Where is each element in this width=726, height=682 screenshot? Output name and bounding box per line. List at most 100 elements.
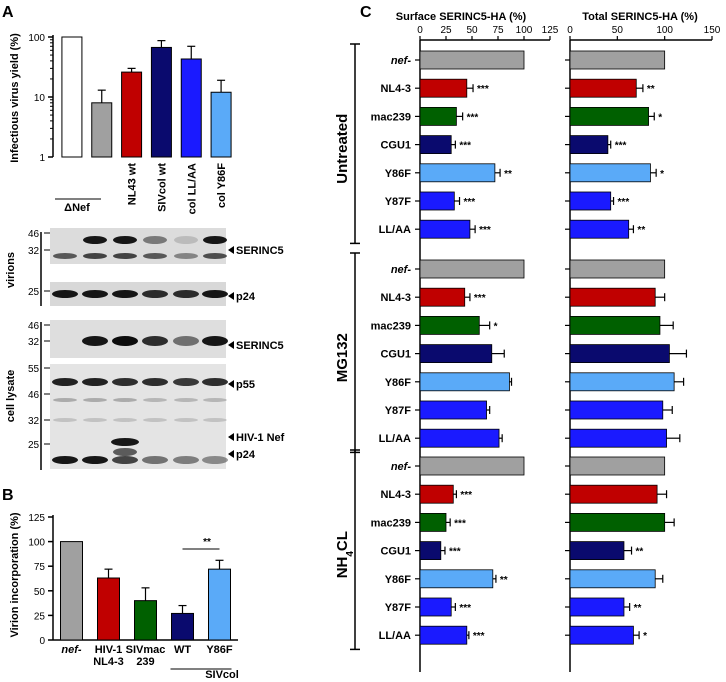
chart-c-surface-bar (419, 344, 493, 364)
lysate-label: cell lysate (5, 370, 17, 423)
chart-c-surface-bar (419, 541, 442, 560)
chart-c-surface-tick-label: 25 (440, 25, 452, 36)
chart-b-category-label: NL4-3 (93, 656, 124, 668)
chart-c-surface-bar (419, 191, 455, 211)
blot-marker-label: 25 (28, 287, 40, 298)
blot-band (53, 253, 77, 259)
blot-marker-label: 46 (28, 321, 40, 332)
chart-c-surface-bar (419, 78, 468, 98)
band-label-p24-virions: p24 (236, 291, 256, 303)
chart-c-surface-significance: *** (479, 225, 491, 236)
chart-c-surface-significance: *** (449, 547, 461, 558)
chart-c-surface-bar (419, 569, 494, 589)
chart-c-total-significance: ** (634, 603, 642, 614)
chart-b-y-tick-label: 75 (34, 562, 46, 573)
chart-c-row-label: NL4-3 (380, 292, 411, 304)
chart-c-surface-bar (419, 135, 452, 155)
blot-band (202, 336, 228, 346)
chart-c-surface-bar (419, 163, 496, 183)
blot-arrow-icon (228, 246, 234, 254)
chart-a-bar (210, 91, 232, 158)
chart-c-surface-tick-label: 0 (417, 25, 423, 36)
chart-b-y-tick-label: 25 (34, 611, 46, 622)
chart-c-surface-significance: *** (473, 631, 485, 642)
chart-c-surface-significance: *** (454, 518, 466, 529)
chart-c-surface-significance: ** (504, 169, 512, 180)
blot-band (142, 290, 168, 298)
chart-c-surface-significance: *** (467, 112, 479, 123)
chart-c-row-label: LL/AA (379, 433, 411, 445)
chart-c-total-bar (569, 259, 666, 279)
blot-band (82, 378, 108, 386)
chart-b-y-tick-label: 50 (34, 587, 46, 598)
blot-band (203, 418, 227, 422)
blot-band (173, 456, 199, 464)
chart-c-row-label: Y87F (385, 196, 412, 208)
blot-band (113, 398, 137, 402)
chart-b-annotation: ** (203, 537, 211, 548)
blot-band (174, 253, 198, 259)
chart-c-total-significance: * (643, 631, 647, 642)
blot-band (143, 418, 167, 422)
band-label-serinc5-lysate: SERINC5 (236, 340, 284, 352)
chart-c-surface-bar (419, 400, 487, 420)
chart-c-surface-significance: *** (474, 293, 486, 304)
chart-c-total-significance: *** (615, 141, 627, 152)
chart-b-ylabel: Virion incorporation (%) (9, 512, 21, 637)
chart-c-row-label: CGU1 (380, 349, 411, 361)
chart-c-total-significance: ** (647, 84, 655, 95)
chart-c-surface-tick-label: 125 (542, 25, 559, 36)
blot-arrow-icon (228, 341, 234, 349)
chart-b-bar (134, 600, 157, 641)
blot-band (202, 378, 228, 386)
chart-c-row-label: mac239 (371, 517, 411, 529)
chart-c-group-label: NH4CL (334, 531, 356, 578)
blot-marker-label: 32 (28, 246, 40, 257)
blot-band (112, 456, 138, 464)
blot-band (173, 336, 199, 346)
chart-a-group-label: ΔNef (64, 202, 90, 214)
blot-band (113, 236, 137, 244)
chart-c-surface-bar (419, 287, 466, 307)
chart-c-row-label: CGU1 (380, 140, 411, 152)
chart-c-surface-bar (419, 484, 454, 504)
chart-c-row-label: LL/AA (379, 224, 411, 236)
chart-c-group-label: MG132 (334, 333, 351, 382)
virions-label: virions (5, 252, 17, 288)
blot-band (142, 456, 168, 464)
chart-c-row-label: nef- (391, 461, 412, 473)
blot-band (202, 456, 228, 464)
chart-a: Infectious virus yield (%) ΔNef 1 10 100 NL… (9, 33, 232, 214)
chart-b-bar (171, 612, 194, 641)
blot-band (53, 418, 77, 422)
chart-c-row-label: Y86F (385, 377, 412, 389)
blot-marker-label: 25 (28, 440, 40, 451)
blot-band (174, 236, 198, 244)
blot-band (143, 236, 167, 244)
chart-c-surface-significance: *** (460, 490, 472, 501)
chart-c-row-label: CGU1 (380, 546, 411, 558)
blot-band (143, 253, 167, 259)
chart-a-bar (150, 46, 172, 158)
blot-marker-label: 46 (28, 229, 40, 240)
chart-b-category-label: Y86F (206, 644, 233, 656)
chart-c-total-bar (569, 287, 656, 307)
blot-virions-serinc5 (50, 228, 226, 264)
chart-a-y-tick-label: 1 (39, 153, 45, 164)
band-label-p24-lysate: p24 (236, 449, 256, 461)
chart-a-category-label: SIVcol wt (156, 163, 168, 212)
blot-band (173, 290, 199, 298)
chart-c-total-bar (569, 513, 666, 532)
chart-c-total-significance: *** (618, 197, 630, 208)
chart-c-surface-significance: *** (477, 84, 489, 95)
chart-c: Surface SERINC5-HA (%) Total SERINC5-HA … (334, 11, 721, 672)
chart-c-surface-significance: *** (459, 603, 471, 614)
chart-b-category-label: 239 (136, 656, 154, 668)
chart-c-total-bar (569, 569, 656, 589)
blot-lysate-gag-nef (50, 364, 226, 469)
chart-a-bar (61, 36, 83, 158)
chart-c-total-tick-label: 0 (567, 25, 573, 36)
chart-c-surface-significance: *** (464, 197, 476, 208)
blot-band (143, 398, 167, 402)
chart-c-row-label: mac239 (371, 111, 411, 123)
